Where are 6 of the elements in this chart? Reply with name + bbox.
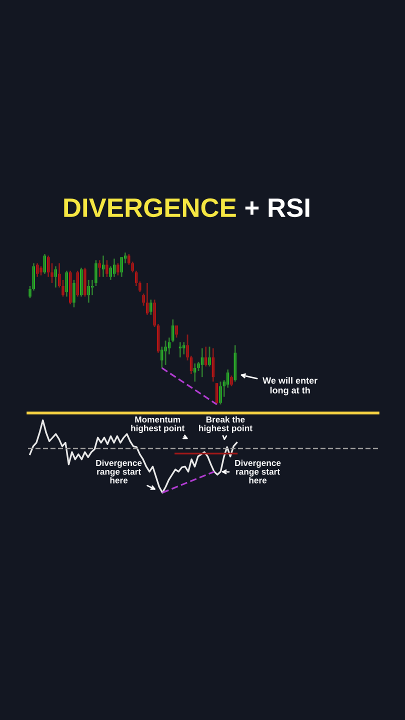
annotation: Divergence range start here [96,460,142,484]
text: We will enter long at th [262,377,318,396]
annotation: Divergence range start here [235,460,281,484]
annotation: Momentum highest point [131,416,185,433]
annotation: Break the highest point [199,416,252,433]
chart-title: DIVERGENCE + RSI [64,198,310,218]
